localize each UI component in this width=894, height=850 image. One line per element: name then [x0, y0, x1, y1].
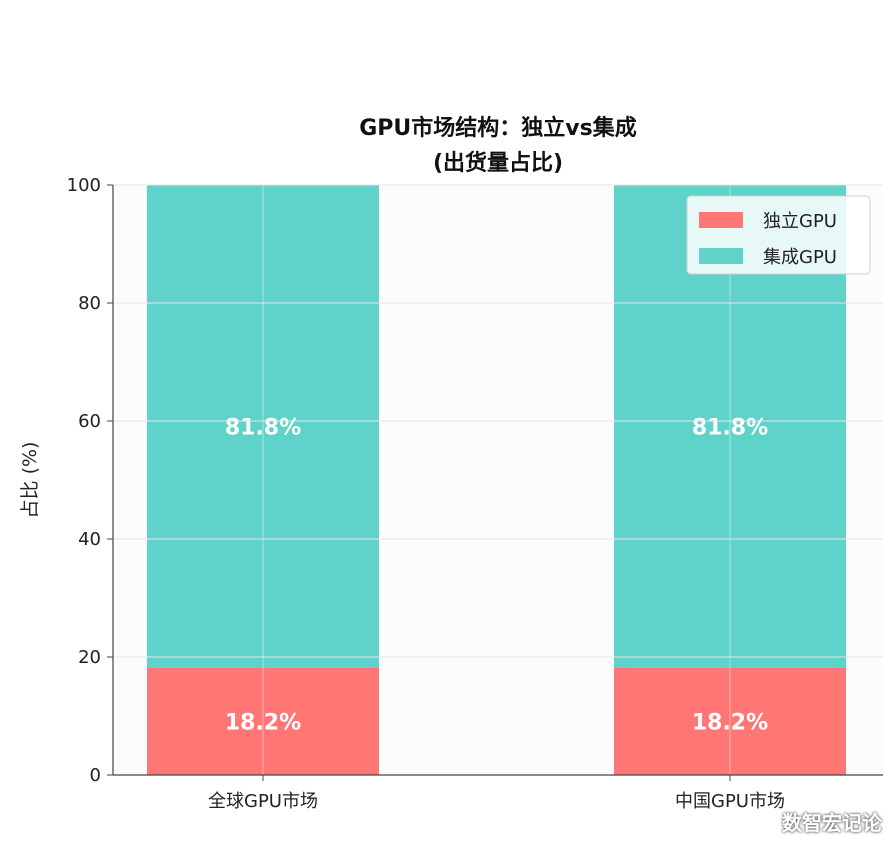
y-tick-label: 80: [78, 293, 101, 314]
chart-title-line1: GPU市场结构：独立vs集成: [359, 115, 636, 141]
legend-swatch-0: [699, 212, 743, 228]
bar-discrete-1: [614, 667, 846, 775]
chart-title-line2: (出货量占比): [433, 150, 563, 176]
y-tick-label: 0: [90, 765, 101, 786]
x-tick-label: 全球GPU市场: [208, 791, 318, 812]
x-tick-label: 中国GPU市场: [675, 791, 785, 812]
legend-label-1: 集成GPU: [763, 247, 837, 268]
y-tick-label: 60: [78, 411, 101, 432]
y-tick-label: 100: [67, 175, 101, 196]
watermark: 数智宏记论: [782, 811, 882, 835]
legend-label-0: 独立GPU: [763, 211, 837, 232]
legend-swatch-1: [699, 248, 743, 264]
bar-value-label: 81.8%: [692, 415, 768, 440]
y-axis-label: 占比 (%): [19, 442, 41, 519]
y-tick-label: 40: [78, 529, 101, 550]
legend: 独立GPU 集成GPU: [686, 195, 871, 275]
y-tick-label: 20: [78, 647, 101, 668]
bar-value-label: 18.2%: [692, 710, 768, 735]
bar-value-label: 18.2%: [225, 710, 301, 735]
bar-value-label: 81.8%: [225, 415, 301, 440]
bar-discrete-0: [147, 667, 379, 775]
bar-integrated-0: [147, 185, 379, 668]
axes: 0 20 40 60 80 100 全球GPU市场 中国GPU市场: [67, 175, 883, 812]
